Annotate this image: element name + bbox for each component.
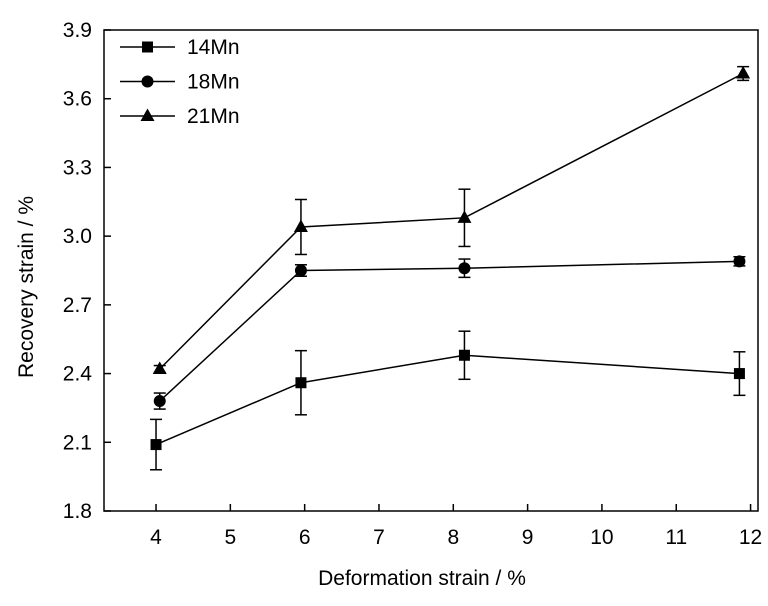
x-tick-label: 9 bbox=[522, 526, 534, 549]
y-tick-label: 2.7 bbox=[63, 294, 92, 317]
data-point-14mn bbox=[295, 377, 307, 389]
y-tick-label: 3.6 bbox=[63, 88, 92, 111]
data-point-14mn bbox=[733, 368, 745, 380]
data-point-21mn bbox=[293, 219, 308, 232]
plot-area: 4 5 6 7 8 9 10 11 12 1.8 2.1 2.4 2.7 3.0 3.3 3.6 3.9 14Mn… bbox=[63, 19, 762, 549]
legend-label-21mn: 21Mn bbox=[187, 105, 240, 128]
y-axis-title: Recovery strain / % bbox=[15, 196, 38, 378]
x-tick-label: 12 bbox=[739, 526, 762, 549]
legend-label-14mn: 14Mn bbox=[187, 36, 240, 59]
y-tick-label: 3.9 bbox=[63, 19, 92, 42]
series-line-14mn bbox=[155, 354, 740, 446]
y-tick-label: 2.1 bbox=[63, 431, 92, 454]
legend-marker-21mn bbox=[140, 108, 155, 121]
x-tick-label: 11 bbox=[665, 526, 687, 549]
data-point-18mn bbox=[458, 262, 471, 275]
y-tick-label: 3.0 bbox=[63, 225, 92, 248]
data-point-21mn bbox=[736, 66, 751, 79]
legend-marker-18mn bbox=[141, 75, 154, 88]
x-tick-label: 10 bbox=[590, 526, 613, 549]
x-tick-label: 8 bbox=[447, 526, 459, 549]
x-tick-label: 6 bbox=[299, 526, 311, 549]
y-tick-label: 3.3 bbox=[63, 156, 92, 179]
plot-frame bbox=[103, 29, 759, 512]
x-tick-label: 4 bbox=[150, 526, 162, 549]
legend-label-18mn: 18Mn bbox=[187, 71, 240, 94]
x-axis-title: Deformation strain / % bbox=[318, 567, 526, 590]
data-point-21mn bbox=[152, 361, 167, 374]
y-tick-label: 1.8 bbox=[63, 500, 92, 523]
x-tick-label: 7 bbox=[373, 526, 385, 549]
data-point-18mn bbox=[733, 255, 746, 268]
series-line-21mn bbox=[159, 72, 744, 370]
x-tick-label: 5 bbox=[224, 526, 236, 549]
data-point-21mn bbox=[457, 210, 472, 223]
data-point-14mn bbox=[458, 349, 470, 361]
y-tick-label: 2.4 bbox=[63, 363, 93, 386]
data-point-18mn bbox=[153, 395, 166, 408]
data-point-14mn bbox=[150, 439, 162, 451]
series-line-18mn bbox=[159, 260, 740, 402]
legend-marker-14mn bbox=[142, 41, 153, 53]
data-point-18mn bbox=[294, 264, 307, 277]
